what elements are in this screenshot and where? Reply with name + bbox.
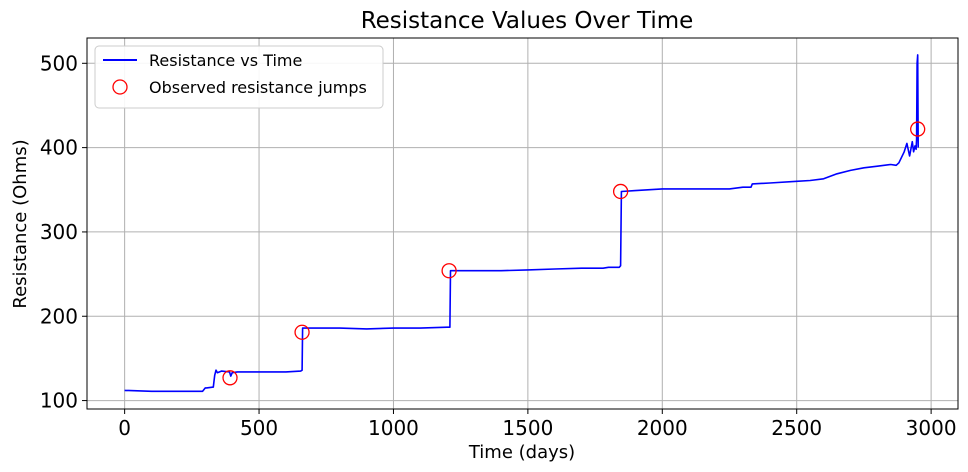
legend-item-resistance: Resistance vs Time [149,51,302,70]
x-tick-label: 1000 [368,416,419,440]
jump-marker [910,121,926,137]
chart-title: Resistance Values Over Time [361,8,694,34]
plot-series [124,54,926,393]
x-tick-label: 1500 [502,416,553,440]
legend-marker-swatch [112,79,128,95]
x-tick-label: 3000 [906,416,957,440]
y-tick-label: 500 [40,51,78,75]
jump-marker [294,324,310,340]
resistance-line [124,54,919,393]
axis-ticks: 0 500 1000 1500 2000 2500 3000 100 200 300 400 500 [40,51,957,440]
x-tick-label: 2000 [637,416,688,440]
legend-item-jumps: Observed resistance jumps [149,78,367,97]
x-tick-label: 2500 [771,416,822,440]
jump-marker [441,263,457,279]
x-tick-label: 0 [118,416,131,440]
grid [87,38,958,409]
y-axis-label: Resistance (Ohms) [10,139,31,308]
x-tick-label: 500 [240,416,278,440]
y-tick-label: 400 [40,136,78,160]
legend: Resistance vs Time Observed resistance j… [94,45,384,109]
plot-frame [86,37,959,410]
y-tick-label: 300 [40,220,78,244]
x-axis-label: Time (days) [468,442,575,463]
jump-marker [222,370,238,386]
y-tick-label: 200 [40,304,78,328]
legend-box [94,45,384,109]
y-tick-label: 100 [40,389,78,413]
jump-marker [612,183,629,200]
